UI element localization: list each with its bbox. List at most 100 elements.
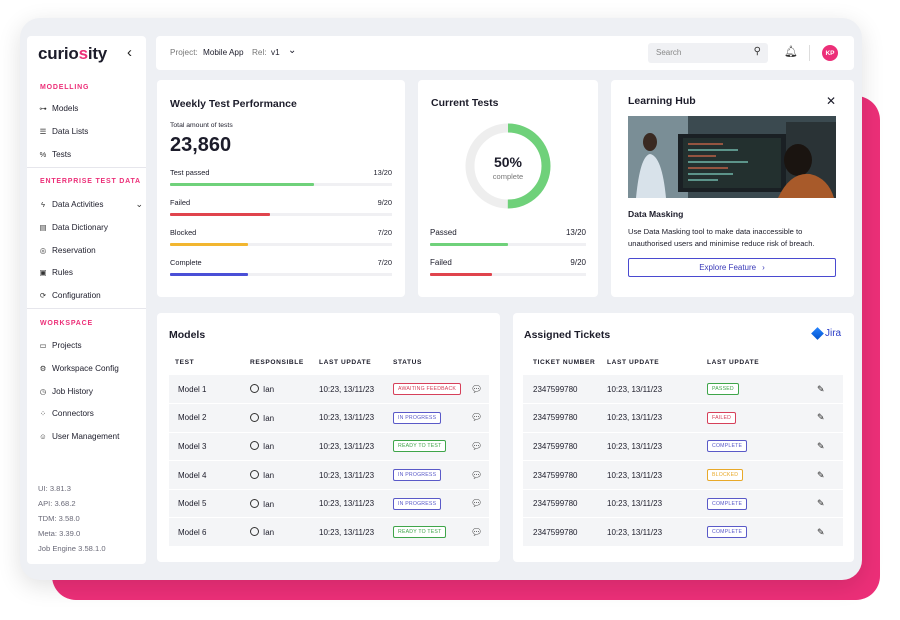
sidebar-item-configuration[interactable]: ⟳ Configuration: [39, 291, 143, 300]
cell-updated: 10:23, 13/11/23: [607, 489, 707, 519]
sidebar-item-rules[interactable]: ▣ Rules: [39, 268, 143, 277]
sidebar-item-tests[interactable]: % Tests: [39, 150, 143, 159]
project-selector[interactable]: Mobile App: [203, 48, 244, 57]
sidebar-item-label: Connectors: [52, 409, 94, 418]
cell-status: BLOCKED: [707, 460, 817, 490]
sidebar-item-label: Data Dictionary: [52, 223, 108, 232]
table-row[interactable]: 2347599780 10:23, 13/11/23 COMPLETE ✎: [523, 517, 843, 548]
progress-fill: [170, 213, 270, 216]
sync-icon: ⟳: [39, 291, 47, 300]
bell-icon[interactable]: 🔔︎: [784, 46, 798, 58]
version-tdm: TDM: 3.58.0: [38, 514, 80, 523]
user-icon: [250, 527, 259, 537]
column-header: STATUS: [393, 359, 422, 366]
table-row[interactable]: Model 4 Ian 10:23, 13/11/23 IN PROGRESS …: [169, 460, 489, 490]
metric-value: 13/20: [565, 228, 586, 237]
sidebar-item-reservation[interactable]: ◎ Reservation: [39, 246, 143, 255]
cell-status: READY TO TEST: [393, 432, 471, 462]
comment-icon[interactable]: 💬︎: [471, 469, 483, 480]
donut-percent: 50%: [493, 154, 523, 170]
progress-track: [170, 183, 392, 186]
sidebar-item-data-activities[interactable]: ϟ Data Activities ⌄: [39, 199, 143, 209]
table-row[interactable]: Model 3 Ian 10:23, 13/11/23 READY TO TES…: [169, 432, 489, 462]
table-header: TEST RESPONSIBLE LAST UPDATE STATUS: [169, 350, 489, 375]
metric-label: Passed: [430, 228, 457, 237]
sidebar-item-data-dictionary[interactable]: ▤ Data Dictionary: [39, 223, 143, 232]
metric-label: Failed: [430, 258, 452, 267]
comment-icon[interactable]: 💬︎: [471, 440, 483, 451]
sidebar-item-label: Rules: [52, 268, 73, 277]
metric-value: 9/20: [377, 198, 392, 207]
status-badge: BLOCKED: [707, 469, 744, 482]
edit-icon[interactable]: ✎: [817, 440, 825, 451]
progress-track: [170, 243, 392, 246]
edit-icon[interactable]: ✎: [817, 412, 825, 423]
divider: [27, 308, 146, 309]
edit-icon[interactable]: ✎: [817, 526, 825, 537]
metric-label: Failed: [170, 198, 191, 207]
edit-icon[interactable]: ✎: [817, 383, 825, 394]
avatar[interactable]: KP: [822, 45, 838, 61]
total-value: 23,860: [170, 134, 232, 156]
comment-icon[interactable]: 💬︎: [471, 383, 483, 394]
column-header: TEST: [175, 359, 195, 366]
column-header: RESPONSIBLE: [250, 359, 304, 366]
table-row[interactable]: Model 1 Ian 10:23, 13/11/23 AWAITING FEE…: [169, 375, 489, 405]
progress-fill: [430, 243, 508, 246]
edit-icon[interactable]: ✎: [817, 469, 825, 480]
responsible-name: Ian: [263, 442, 275, 452]
tickets-table: TICKET NUMBER LAST UPDATE LAST UPDATE 23…: [523, 350, 843, 548]
explore-feature-button[interactable]: Explore Feature ›: [628, 258, 836, 277]
status-badge: COMPLETE: [707, 440, 748, 453]
sidebar-item-projects[interactable]: ▭ Projects: [39, 341, 143, 350]
card-title: Weekly Test Performance: [170, 98, 297, 110]
sidebar-item-user-management[interactable]: ☺ User Management: [39, 432, 143, 441]
cell-action: 💬︎: [471, 375, 489, 405]
sidebar-item-job-history[interactable]: ◷ Job History: [39, 387, 143, 396]
table-row[interactable]: 2347599780 10:23, 13/11/23 PASSED ✎: [523, 375, 843, 405]
search-input[interactable]: Search ⚲: [648, 43, 768, 63]
sidebar-item-workspace-config[interactable]: ⚙ Workspace Config: [39, 364, 143, 373]
table-row[interactable]: 2347599780 10:23, 13/11/23 COMPLETE ✎: [523, 489, 843, 519]
collapse-sidebar-icon[interactable]: ‹: [127, 44, 132, 61]
chevron-down-icon[interactable]: ⌄: [288, 45, 297, 56]
table-row[interactable]: Model 6 Ian 10:23, 13/11/23 READY TO TES…: [169, 517, 489, 548]
cell-responsible: Ian: [250, 460, 319, 490]
comment-icon[interactable]: 💬︎: [471, 412, 483, 423]
sidebar-item-connectors[interactable]: ⁘ Connectors: [39, 409, 143, 418]
progress-fill: [170, 273, 248, 276]
version-api: API: 3.68.2: [38, 499, 76, 508]
models-icon: ⊶: [39, 104, 47, 113]
responsible-name: Ian: [263, 528, 275, 538]
cell-updated: 10:23, 13/11/23: [607, 432, 707, 462]
sidebar-item-data-lists[interactable]: ☰ Data Lists: [39, 127, 143, 136]
table-row[interactable]: Model 5 Ian 10:23, 13/11/23 IN PROGRESS …: [169, 489, 489, 519]
table-row[interactable]: 2347599780 10:23, 13/11/23 BLOCKED ✎: [523, 460, 843, 490]
comment-icon[interactable]: 💬︎: [471, 526, 483, 537]
edit-icon[interactable]: ✎: [817, 498, 825, 509]
user-icon: [250, 470, 259, 480]
cell-updated: 10:23, 13/11/23: [319, 375, 393, 405]
metric-label: Test passed: [170, 168, 210, 177]
section-title-workspace: WORKSPACE: [40, 320, 93, 327]
close-icon[interactable]: ✕: [825, 94, 836, 108]
cell-status: COMPLETE: [707, 489, 817, 519]
comment-icon[interactable]: 💬︎: [471, 498, 483, 509]
table-row[interactable]: 2347599780 10:23, 13/11/23 COMPLETE ✎: [523, 432, 843, 462]
table-row[interactable]: Model 2 Ian 10:23, 13/11/23 IN PROGRESS …: [169, 403, 489, 433]
release-label: Rel:: [252, 48, 267, 57]
status-badge: AWAITING FEEDBACK: [393, 383, 462, 396]
release-selector[interactable]: v1: [271, 48, 280, 57]
section-title-enterprise: ENTERPRISE TEST DATA: [40, 178, 141, 185]
sidebar-item-models[interactable]: ⊶ Models: [39, 104, 143, 113]
cell-action: ✎: [817, 375, 843, 405]
user-icon: ☺: [39, 432, 47, 441]
jira-label: Jira: [825, 328, 842, 339]
sidebar-item-label: User Management: [52, 432, 120, 441]
chevron-down-icon: ⌄: [135, 199, 143, 209]
cell-updated: 10:23, 13/11/23: [607, 517, 707, 548]
donut-label: complete: [492, 172, 524, 181]
cell-ticket-number: 2347599780: [523, 517, 607, 548]
table-row[interactable]: 2347599780 10:23, 13/11/23 FAILED ✎: [523, 403, 843, 433]
cell-updated: 10:23, 13/11/23: [319, 489, 393, 519]
